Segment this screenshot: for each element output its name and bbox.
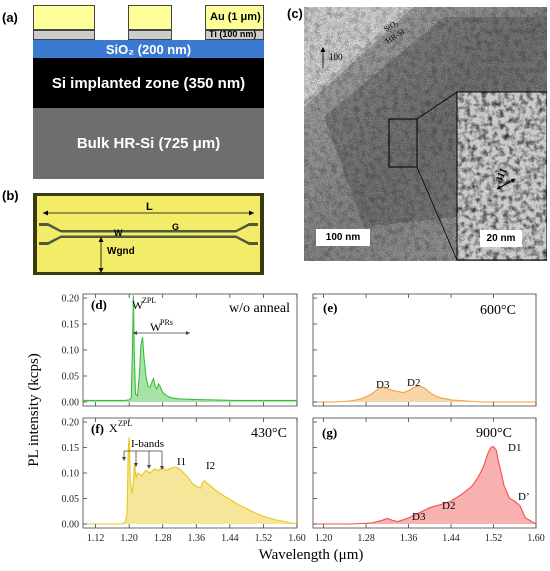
label-f-x: X	[109, 421, 118, 435]
sio2-layer: SiO₂ (200 nm)	[33, 40, 264, 58]
wgnd-label: Wgnd	[107, 246, 135, 257]
label-d-w: W	[132, 298, 144, 312]
frame-d	[82, 293, 298, 407]
scale-bar-inset: 20 nm	[480, 230, 522, 247]
panel-a-label: (a)	[2, 10, 18, 25]
series-g-line	[313, 445, 536, 525]
xtick-label-f: 1.44	[221, 533, 239, 544]
x-axis-title: Wavelength (μm)	[259, 547, 364, 563]
ti-layer-center	[128, 30, 172, 40]
zoom-region-box	[388, 118, 418, 168]
label-f-i1: I1	[177, 456, 186, 468]
label-g-d3: D3	[412, 511, 426, 523]
series-f-area	[83, 437, 297, 524]
series-d-area	[83, 295, 297, 402]
cpw-signal-line	[39, 226, 258, 242]
bulk-si-layer: Bulk HR-Si (725 μm)	[33, 108, 264, 179]
frame-g	[312, 417, 537, 529]
series-g-area	[313, 446, 536, 524]
y-axis-title: PL intensity (kcps)	[26, 353, 42, 467]
frame-e	[312, 293, 537, 407]
xtick-label-g: 1.44	[442, 533, 460, 544]
implanted-zone-layer: Si implanted zone (350 nm)	[33, 58, 264, 108]
label-g-d1: D1	[508, 442, 521, 454]
xtick-label-f: 1.20	[120, 533, 138, 544]
ti-layer-left	[33, 30, 95, 40]
label-f-ibands: I-bands	[131, 438, 164, 450]
ytick-label-d: 0.15	[62, 320, 80, 331]
ibands-bracket	[123, 450, 163, 467]
series-e-area	[313, 385, 536, 402]
label-g-dprime: D’	[518, 491, 530, 503]
annot-f: 430°C	[251, 426, 287, 441]
scale-bar-main-label: 100 nm	[325, 232, 361, 243]
series-d-line	[83, 295, 297, 401]
ytick-label-f: 0.15	[62, 443, 80, 454]
ti-layer-label: Ti (100 nm)	[209, 29, 257, 39]
annot-e: 600°C	[480, 303, 516, 318]
sio2-layer-label: SiO₂ (200 nm)	[105, 41, 192, 57]
implanted-zone-label: Si implanted zone (350 nm)	[51, 74, 246, 92]
xtick-label-g: 1.60	[527, 533, 545, 544]
au-electrode-center	[128, 5, 172, 30]
scale-bar-main: 100 nm	[316, 229, 370, 246]
label-e-d3: D3	[376, 379, 390, 391]
ytick-label-f: 0.00	[62, 520, 80, 531]
xtick-label-f: 1.52	[255, 533, 273, 544]
series-f-line	[83, 437, 297, 525]
ytick-label-d: 0.00	[62, 398, 80, 409]
panel-c-label: (c)	[287, 6, 303, 21]
label-d-prs: PRs	[160, 318, 173, 327]
au-layer-label: Au (1 μm)	[210, 11, 261, 23]
ytick-label-f: 0.10	[62, 469, 80, 480]
length-label: L	[146, 201, 153, 213]
scale-bar-inset-label: 20 nm	[486, 233, 516, 244]
annot-g: 900°C	[476, 426, 512, 441]
label-e-d2: D2	[407, 377, 420, 389]
panel-d-label: (d)	[91, 297, 107, 312]
ti-layer-right: Ti (100 nm)	[205, 29, 264, 40]
gap-label: G	[172, 222, 180, 232]
xtick-label-g: 1.20	[315, 533, 333, 544]
xtick-label-f: 1.12	[87, 533, 105, 544]
ytick-label-f: 0.20	[62, 418, 80, 429]
ytick-label-f: 0.05	[62, 494, 80, 505]
panel-e-label: (e)	[323, 300, 337, 315]
au-electrode-right: Au (1 μm)	[205, 5, 264, 30]
direction-label: 100	[329, 52, 343, 62]
bulk-si-label: Bulk HR-Si (725 μm)	[76, 135, 221, 152]
panel-f-label: (f)	[91, 421, 104, 436]
label-g-d2: D2	[442, 500, 455, 512]
xtick-label-g: 1.36	[400, 533, 418, 544]
panel-b-label: (b)	[2, 188, 19, 203]
width-label: W	[114, 228, 123, 238]
tem-image	[304, 7, 547, 261]
series-e-line	[313, 385, 536, 403]
ytick-label-d: 0.05	[62, 372, 80, 383]
label-f-zpl: ZPL	[118, 419, 132, 428]
label-d-w2: W	[150, 320, 162, 334]
panel-g-label: (g)	[322, 425, 337, 440]
tick-labels: 0.20 0.15 0.10 0.05 0.00 0.20 0.15 0.10 0.05 0.00…	[62, 294, 545, 545]
frame-f	[82, 417, 298, 529]
xtick-label-f: 1.60	[288, 533, 306, 544]
xtick-label-g: 1.52	[485, 533, 503, 544]
au-electrode-left	[33, 5, 95, 30]
cpw-layout-diagram	[33, 193, 264, 275]
ytick-label-d: 0.20	[62, 294, 80, 305]
xtick-label-f: 1.36	[188, 533, 206, 544]
xtick-label-f: 1.28	[154, 533, 172, 544]
xtick-label-g: 1.28	[357, 533, 375, 544]
label-f-i2: I2	[206, 460, 215, 472]
annot-d: w/o anneal	[229, 301, 290, 316]
label-d-zpl: ZPL	[142, 296, 156, 305]
ytick-label-d: 0.10	[62, 346, 80, 357]
